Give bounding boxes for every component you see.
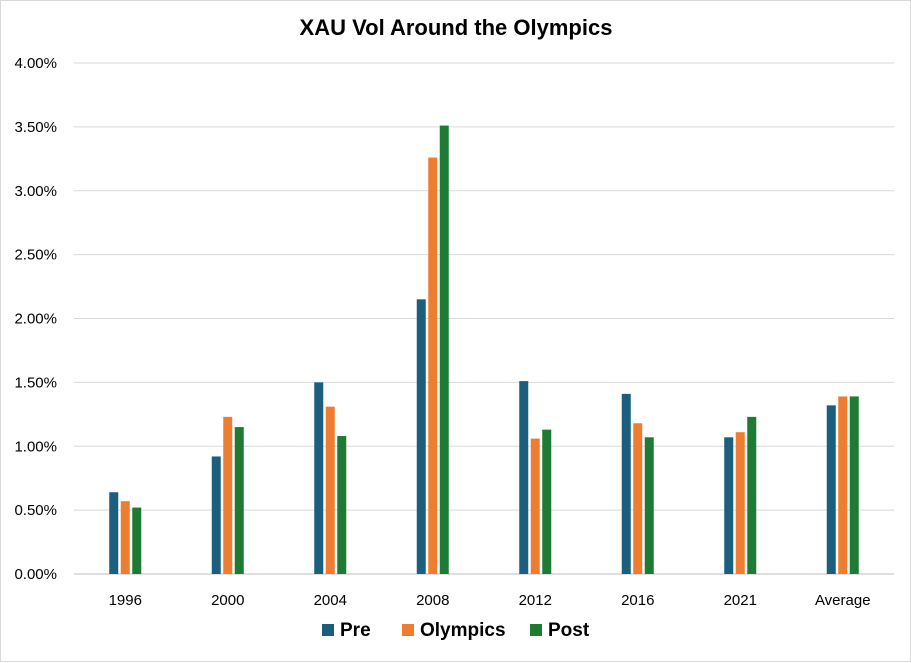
y-tick-label: 2.00%	[14, 311, 57, 328]
y-tick-label: 4.00%	[14, 55, 57, 72]
y-tick-label: 0.50%	[14, 502, 57, 519]
gridlines	[74, 62, 894, 575]
x-tick-label: 2008	[416, 592, 449, 609]
bar-pre-2004	[314, 382, 324, 574]
bar-post-2000	[234, 427, 244, 574]
x-tick-label: 1996	[109, 592, 142, 609]
x-tick-label: 2000	[211, 592, 244, 609]
bar-pre-2000	[211, 456, 221, 574]
bar-olympics-1996	[120, 501, 130, 574]
bar-olympics-2021	[735, 432, 745, 574]
y-tick-label: 3.00%	[14, 183, 57, 200]
bar-pre-2012	[519, 381, 529, 574]
legend-swatch-olympics	[402, 624, 414, 636]
bar-olympics-2008	[428, 157, 438, 574]
x-tick-label: 2012	[519, 592, 552, 609]
bar-post-2004	[337, 436, 347, 574]
y-tick-label: 1.50%	[14, 374, 57, 391]
y-tick-label: 3.50%	[14, 119, 57, 136]
bar-post-2012	[542, 429, 552, 574]
legend-swatch-pre	[322, 624, 334, 636]
bar-pre-1996	[109, 492, 119, 574]
legend-label-post: Post	[548, 620, 590, 641]
bar-olympics-2012	[530, 438, 540, 574]
bar-olympics-2016	[633, 423, 643, 574]
legend-label-pre: Pre	[340, 620, 371, 641]
legend-label-olympics: Olympics	[420, 620, 506, 641]
bar-pre-2016	[621, 393, 631, 574]
bar-pre-2008	[416, 299, 426, 574]
bar-pre-average	[826, 405, 836, 574]
x-axis-ticks: 1996 2000 2004 2008 2012 2016 2021 Average	[109, 592, 871, 609]
bars	[109, 125, 859, 574]
bar-olympics-2004	[325, 406, 335, 574]
x-tick-label: 2004	[314, 592, 347, 609]
legend: Pre Olympics Post	[322, 620, 590, 641]
bar-pre-2021	[724, 437, 734, 574]
x-tick-label: 2021	[724, 592, 757, 609]
bar-post-2021	[747, 416, 757, 574]
legend-swatch-post	[530, 624, 542, 636]
bar-olympics-average	[838, 396, 848, 574]
bar-post-1996	[132, 507, 142, 574]
y-tick-label: 0.00%	[14, 566, 57, 583]
bar-post-2008	[439, 125, 449, 574]
y-axis-ticks: 0.00% 0.50% 1.00% 1.50% 2.00% 2.50% 3.00% 3.50%…	[14, 55, 57, 583]
y-tick-label: 2.50%	[14, 247, 57, 264]
bar-olympics-2000	[223, 416, 233, 574]
y-tick-label: 1.00%	[14, 438, 57, 455]
bar-post-2016	[644, 437, 654, 574]
bar-post-average	[849, 396, 859, 574]
x-tick-label: Average	[815, 592, 871, 609]
chart-title: XAU Vol Around the Olympics	[300, 15, 613, 40]
x-tick-label: 2016	[621, 592, 654, 609]
